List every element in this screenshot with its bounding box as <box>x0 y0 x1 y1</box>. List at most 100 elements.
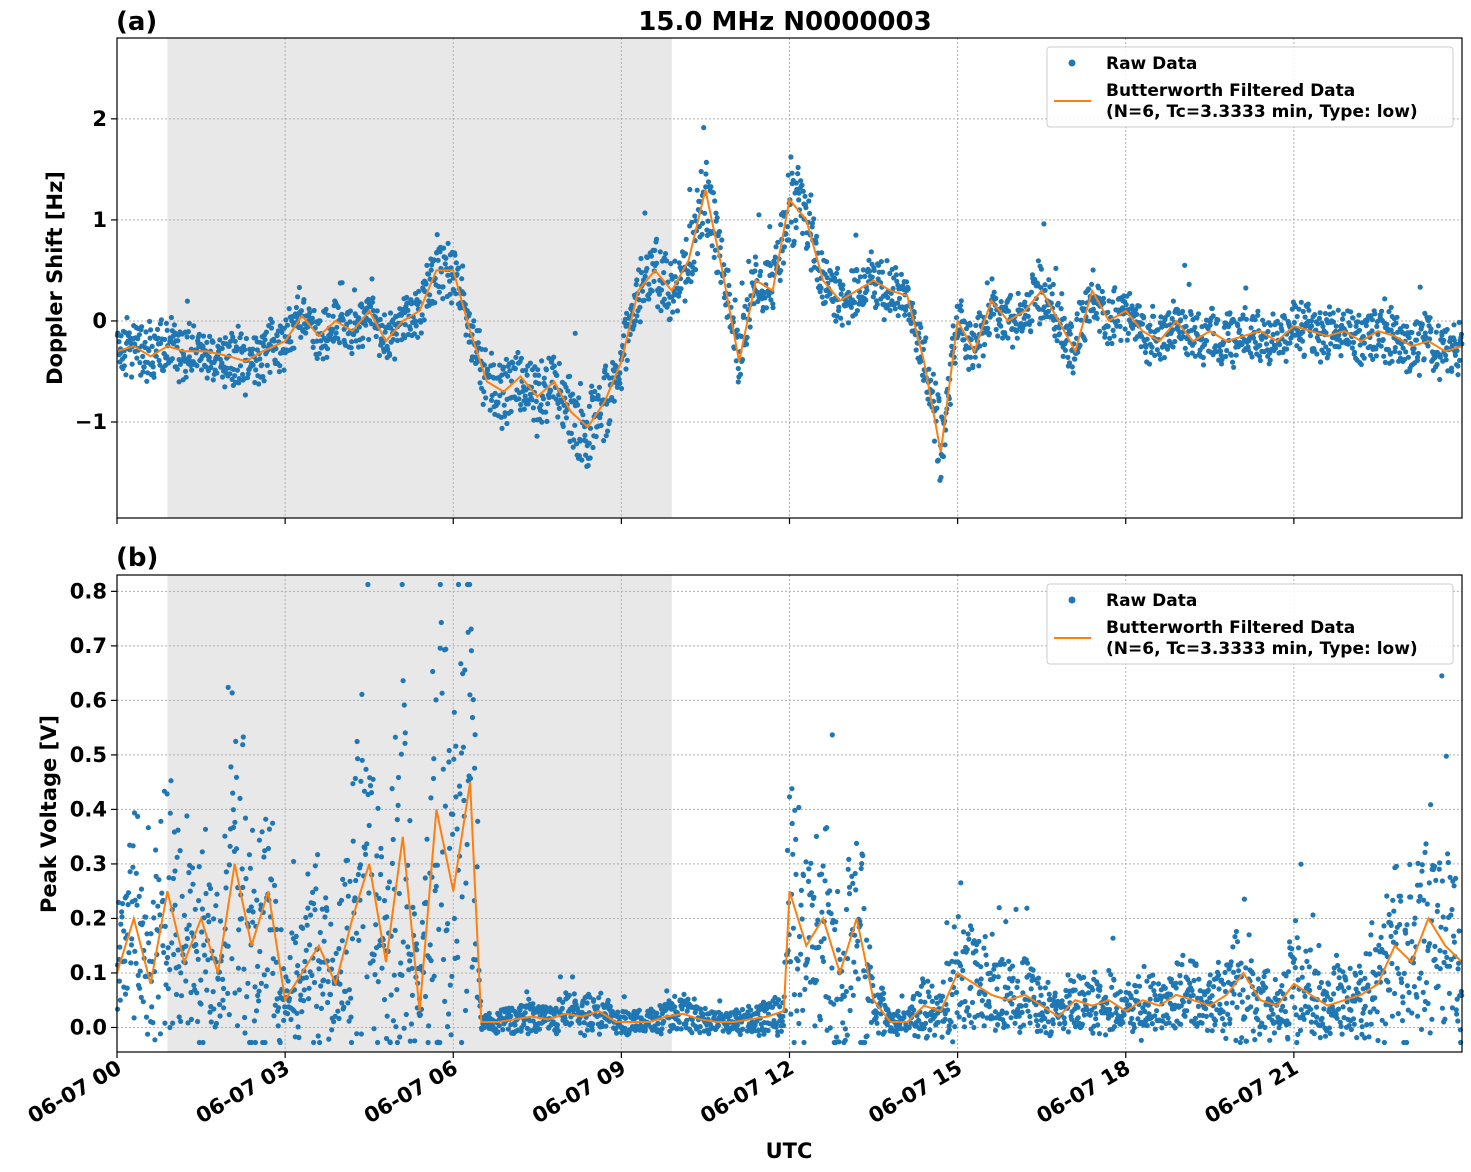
raw-data-point <box>1220 1028 1226 1034</box>
raw-data-point <box>225 990 231 997</box>
raw-data-point <box>1384 321 1390 327</box>
raw-data-point <box>755 298 761 304</box>
raw-data-point <box>1295 1031 1301 1037</box>
raw-data-point <box>127 869 133 875</box>
raw-data-point <box>184 298 190 304</box>
raw-data-point <box>475 818 481 824</box>
raw-data-point <box>1130 325 1136 331</box>
raw-data-point <box>247 865 253 871</box>
raw-data-point <box>1369 328 1375 334</box>
raw-data-point <box>862 974 868 980</box>
raw-data-point <box>119 901 126 907</box>
raw-data-point <box>1230 944 1236 950</box>
raw-data-point <box>1357 342 1363 348</box>
raw-data-point <box>1363 323 1369 329</box>
raw-data-point <box>204 987 210 993</box>
raw-data-point <box>1283 973 1289 979</box>
raw-data-point <box>1219 1016 1225 1022</box>
raw-data-point <box>1392 345 1398 351</box>
raw-data-point <box>340 876 346 883</box>
raw-data-point <box>483 395 489 401</box>
raw-data-point <box>291 858 297 865</box>
raw-data-point <box>1243 316 1249 322</box>
raw-data-point <box>976 938 982 945</box>
raw-data-point <box>403 1011 409 1018</box>
raw-data-point <box>861 968 867 974</box>
raw-data-point <box>462 1007 469 1014</box>
raw-data-point <box>544 418 550 424</box>
raw-data-point <box>808 890 815 896</box>
raw-data-point <box>167 1024 173 1031</box>
raw-data-point <box>1421 356 1427 362</box>
raw-data-point <box>880 996 886 1002</box>
raw-data-point <box>581 1020 587 1026</box>
raw-data-point <box>203 890 209 897</box>
raw-data-point <box>1314 351 1320 357</box>
raw-data-point <box>1306 307 1312 313</box>
raw-data-point <box>611 368 617 374</box>
raw-data-point <box>184 926 190 932</box>
raw-data-point <box>1272 976 1278 983</box>
raw-data-point <box>770 305 776 311</box>
raw-data-point <box>945 1007 951 1013</box>
raw-data-point <box>294 970 300 976</box>
raw-data-point <box>870 294 876 300</box>
raw-data-point <box>726 282 732 289</box>
raw-data-point <box>360 343 366 349</box>
raw-data-point <box>243 876 249 882</box>
raw-data-point <box>190 881 196 887</box>
raw-data-point <box>797 992 803 998</box>
raw-data-point <box>1072 987 1078 993</box>
raw-data-point <box>932 1032 938 1038</box>
raw-data-point <box>335 335 341 342</box>
raw-data-point <box>469 714 476 721</box>
raw-data-point <box>216 1001 223 1008</box>
raw-data-point <box>374 308 380 314</box>
raw-data-point <box>1024 905 1030 911</box>
raw-data-point <box>211 916 217 922</box>
raw-data-point <box>555 1028 562 1034</box>
raw-data-point <box>1457 357 1463 363</box>
raw-data-point <box>822 299 828 305</box>
raw-data-point <box>702 1005 708 1012</box>
raw-data-point <box>813 240 819 246</box>
raw-data-point <box>222 833 228 839</box>
raw-data-point <box>590 444 596 451</box>
raw-data-point <box>1301 1016 1307 1022</box>
raw-data-point <box>488 350 495 356</box>
raw-data-point <box>1221 981 1227 987</box>
raw-data-point <box>695 251 701 257</box>
raw-data-point <box>935 1019 941 1025</box>
raw-data-point <box>168 314 174 321</box>
raw-data-point <box>266 826 272 832</box>
raw-data-point <box>991 974 997 980</box>
raw-data-point <box>278 927 284 933</box>
raw-data-point <box>145 825 151 831</box>
raw-data-point <box>546 394 552 401</box>
raw-data-point <box>1045 979 1051 986</box>
raw-data-point <box>131 810 138 816</box>
raw-data-point <box>534 433 540 439</box>
raw-data-point <box>225 684 231 691</box>
raw-data-point <box>375 1039 381 1046</box>
raw-data-point <box>587 994 593 1000</box>
raw-data-point <box>638 255 644 262</box>
raw-data-point <box>947 976 954 983</box>
raw-data-point <box>275 1005 282 1011</box>
raw-data-point <box>929 983 935 989</box>
raw-data-point <box>815 917 821 923</box>
raw-data-point <box>261 343 267 349</box>
raw-data-point <box>846 891 853 897</box>
raw-data-point <box>1381 353 1387 359</box>
raw-data-point <box>961 1016 967 1023</box>
raw-data-point <box>133 960 139 966</box>
raw-data-point <box>1186 281 1192 287</box>
raw-data-point <box>458 661 464 667</box>
raw-data-point <box>819 871 825 877</box>
raw-data-point <box>585 462 591 469</box>
raw-data-point <box>437 645 443 651</box>
raw-data-point <box>428 267 434 273</box>
raw-data-point <box>194 990 200 996</box>
raw-data-point <box>1287 340 1293 346</box>
filtered-line-a <box>116 189 1463 453</box>
